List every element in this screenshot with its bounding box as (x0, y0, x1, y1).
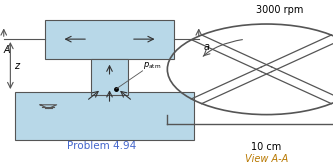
Text: a: a (204, 42, 210, 52)
Text: z: z (14, 61, 19, 71)
Bar (15, 92, 194, 140)
Text: 3000 rpm: 3000 rpm (256, 5, 303, 15)
Text: View A-A: View A-A (245, 154, 288, 164)
Text: A: A (4, 45, 10, 55)
Bar (91, 59, 128, 95)
Bar (45, 19, 174, 59)
Text: 10 cm: 10 cm (252, 142, 282, 152)
Text: $p_{\mathrm{atm}}$: $p_{\mathrm{atm}}$ (143, 60, 161, 71)
Text: Problem 4.94: Problem 4.94 (66, 141, 136, 151)
